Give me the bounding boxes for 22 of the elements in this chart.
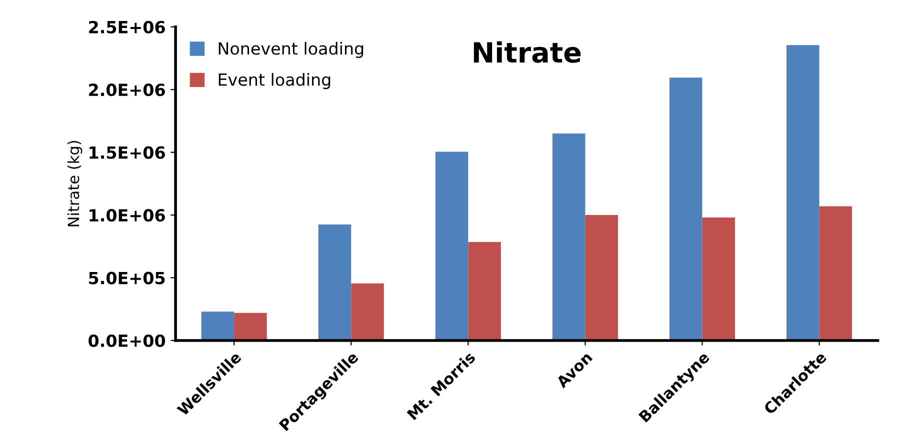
y-tick-label: 5.0E+05 — [89, 272, 165, 284]
y-tick-label: 2.5E+06 — [89, 20, 165, 34]
bar — [552, 134, 586, 340]
bar — [351, 283, 384, 340]
bar — [786, 45, 820, 340]
bar — [201, 312, 234, 340]
y-tick-label: 1.5E+06 — [90, 146, 165, 159]
bar — [585, 215, 618, 340]
bar — [234, 312, 267, 340]
bar — [435, 152, 468, 340]
legend-label: Event loading — [218, 73, 330, 90]
legend-label: Nonevent loading — [218, 42, 364, 58]
y-tick-label: 2.0E+06 — [89, 84, 165, 96]
chart-title: Nitrate — [474, 41, 581, 63]
bar — [468, 242, 501, 340]
bar — [318, 224, 352, 340]
bar — [669, 78, 702, 340]
bar — [702, 218, 736, 340]
bar — [819, 206, 852, 340]
y-tick-label: 0.0E+00 — [88, 334, 166, 348]
y-tick-label: 1.0E+06 — [90, 209, 165, 222]
y-axis-title: Nitrate (kg) — [67, 140, 82, 226]
